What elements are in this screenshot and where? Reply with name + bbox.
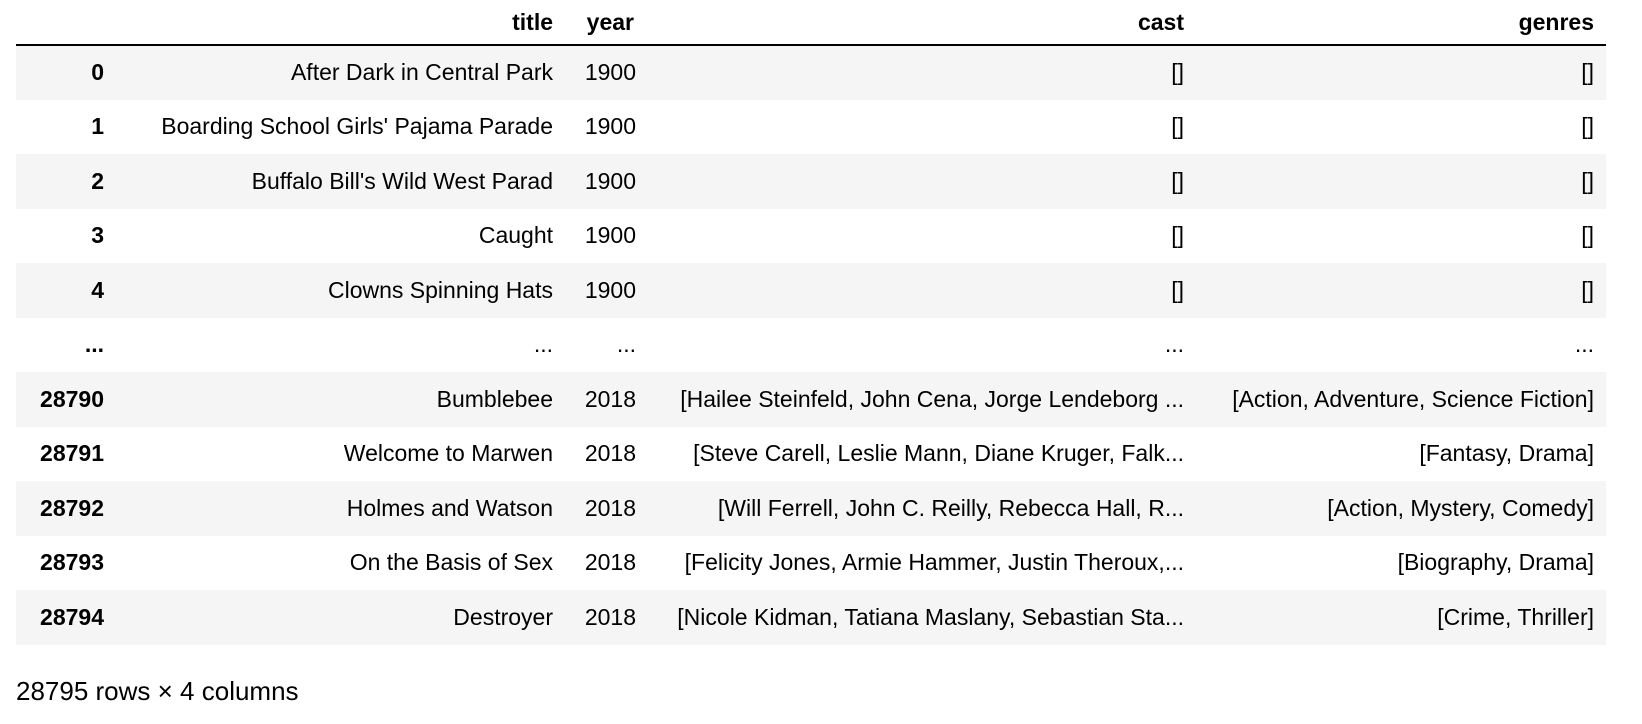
cell-genres: [] [1581, 59, 1594, 86]
table-header: title year cast genres [16, 0, 1606, 46]
row-index: ... [84, 331, 104, 358]
cell-genres: [] [1581, 276, 1594, 303]
cell-cast: [Will Ferrell, John C. Reilly, Rebecca H… [717, 494, 1184, 521]
table-row: 1 Boarding School Girls' Pajama Parade 190… [16, 99, 1606, 154]
cell-cast: [] [1171, 167, 1184, 194]
row-index: 1 [91, 113, 104, 140]
cell-year: 2018 [584, 440, 636, 467]
cell-title: On the Basis of Sex [349, 549, 553, 576]
cell-cast: [] [1171, 59, 1184, 86]
table-row: 2 Buffalo Bill's Wild West Parad 1900 [] [] [16, 154, 1606, 209]
cell-title: Holmes and Watson [346, 494, 553, 521]
cell-title: Destroyer [453, 603, 553, 630]
cell-genres: [Biography, Drama] [1397, 549, 1594, 576]
dataframe-output: title year cast genres 0 After Dark in Ce… [16, 0, 1606, 645]
cell-title: After Dark in Central Park [290, 59, 553, 86]
table-body: 0 After Dark in Central Park 1900 [] [] 1 Boar… [16, 45, 1606, 645]
header-index [16, 0, 116, 46]
row-index: 28794 [40, 603, 104, 630]
row-index: 3 [91, 222, 104, 249]
cell-title: Clowns Spinning Hats [327, 276, 553, 303]
cell-genres: [] [1581, 167, 1594, 194]
cell-title: Caught [478, 222, 553, 249]
cell-year: 2018 [584, 603, 636, 630]
header-title: title [116, 0, 565, 46]
cell-cast: [] [1171, 113, 1184, 140]
table-row: 28790 Bumblebee 2018 [Hailee Steinfeld, Joh… [16, 372, 1606, 427]
table-row: 28791 Welcome to Marwen 2018 [Steve Carell,… [16, 426, 1606, 481]
cell-genres: [Crime, Thriller] [1437, 603, 1594, 630]
cell-cast: ... [1164, 331, 1184, 358]
header-year: year [565, 0, 646, 46]
row-index: 2 [91, 167, 104, 194]
row-index: 4 [91, 276, 104, 303]
row-index: 0 [91, 59, 104, 86]
cell-title: Boarding School Girls' Pajama Parade [161, 113, 553, 140]
header-genres: genres [1196, 0, 1606, 46]
table-row: ............... [16, 317, 1606, 372]
cell-title: ... [533, 331, 553, 358]
table-row: 3 Caught 1900 [] [] [16, 208, 1606, 263]
table-row: 28794 Destroyer 2018 [Nicole Kidman, Tatian… [16, 590, 1606, 645]
cell-year: 2018 [584, 385, 636, 412]
cell-title: Bumblebee [436, 385, 553, 412]
row-index: 28790 [40, 385, 104, 412]
cell-year: 2018 [584, 494, 636, 521]
dataframe-table: title year cast genres 0 After Dark in Ce… [16, 0, 1606, 645]
dataframe-shape-text: 28795 rows × 4 columns [16, 676, 299, 706]
cell-cast: [] [1171, 276, 1184, 303]
cell-genres: [Action, Adventure, Science Fiction] [1232, 385, 1594, 412]
table-row: 28792 Holmes and Watson 2018 [Will Ferrell,… [16, 481, 1606, 536]
cell-cast: [Steve Carell, Leslie Mann, Diane Kruger… [693, 440, 1184, 467]
cell-genres: [] [1581, 222, 1594, 249]
cell-cast: [] [1171, 222, 1184, 249]
cell-genres: [Fantasy, Drama] [1419, 440, 1594, 467]
table-row: 4 Clowns Spinning Hats 1900 [] [] [16, 263, 1606, 318]
row-index: 28793 [40, 549, 104, 576]
cell-year: 1900 [584, 222, 636, 249]
header-cast: cast [646, 0, 1196, 46]
cell-cast: [Hailee Steinfeld, John Cena, Jorge Lend… [680, 385, 1184, 412]
cell-title: Welcome to Marwen [343, 440, 553, 467]
cell-cast: [Nicole Kidman, Tatiana Maslany, Sebasti… [677, 603, 1184, 630]
cell-year: 1900 [584, 276, 636, 303]
header-row: title year cast genres [16, 0, 1606, 46]
cell-title: Buffalo Bill's Wild West Parad [251, 167, 553, 194]
row-index: 28792 [40, 494, 104, 521]
cell-year: 2018 [584, 549, 636, 576]
row-index: 28791 [40, 440, 104, 467]
cell-genres: ... [1574, 331, 1594, 358]
table-row: 0 After Dark in Central Park 1900 [] [] [16, 45, 1606, 100]
cell-cast: [Felicity Jones, Armie Hammer, Justin Th… [684, 549, 1184, 576]
cell-year: 1900 [584, 113, 636, 140]
cell-year: 1900 [584, 167, 636, 194]
cell-genres: [Action, Mystery, Comedy] [1327, 494, 1594, 521]
cell-genres: [] [1581, 113, 1594, 140]
cell-year: 1900 [584, 59, 636, 86]
cell-year: ... [616, 331, 636, 358]
table-row: 28793 On the Basis of Sex 2018 [Felicity Jo… [16, 535, 1606, 590]
